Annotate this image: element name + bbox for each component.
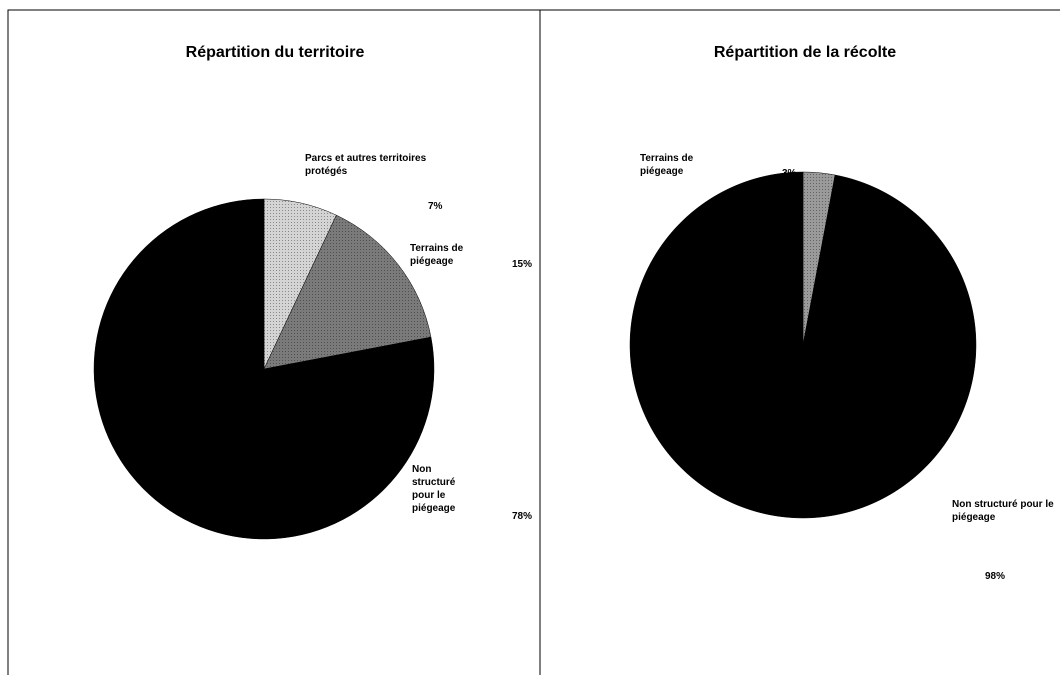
slice-label: Parcs et autres territoires protégés <box>305 153 427 177</box>
slice-label: Non structuré pour le piégeage <box>952 499 1054 523</box>
frame <box>7 9 1060 675</box>
slice-label: Terrains de piégeage <box>640 153 694 177</box>
chart-title: Répartition du territoire <box>185 44 365 61</box>
value-label: 7% <box>428 201 443 212</box>
pie-slice <box>93 198 435 540</box>
pie-slice <box>629 171 977 519</box>
chart-title: Répartition de la récolte <box>713 44 897 61</box>
value-label: 3% <box>782 168 797 179</box>
value-label: 15% <box>512 259 533 270</box>
slice-texture <box>264 215 431 369</box>
slice-label: Non structuré pour le piégeage <box>412 464 456 514</box>
value-label: 78% <box>512 511 533 522</box>
slice-label: Terrains de piégeage <box>410 243 464 267</box>
slice-texture <box>264 199 337 369</box>
value-label: 98% <box>985 571 1006 582</box>
